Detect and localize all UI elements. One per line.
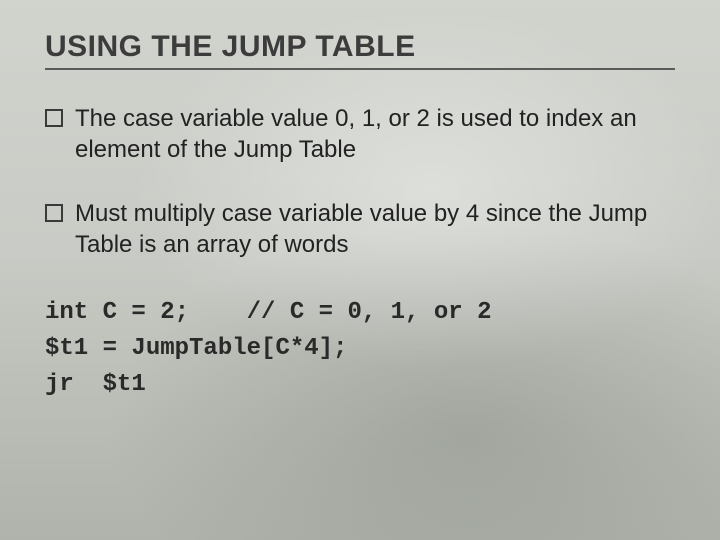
bullet-box-icon [45,204,63,222]
slide: USING THE JUMP TABLE The case variable v… [0,0,720,540]
code-block: int C = 2; // C = 0, 1, or 2 $t1 = JumpT… [45,295,675,403]
bullet-box-icon [45,109,63,127]
bullet-text: Must multiply case variable value by 4 s… [75,199,675,260]
bullet-item: Must multiply case variable value by 4 s… [45,199,675,260]
bullet-item: The case variable value 0, 1, or 2 is us… [45,104,675,165]
bullet-text: The case variable value 0, 1, or 2 is us… [75,104,675,165]
slide-title: USING THE JUMP TABLE [45,30,675,70]
